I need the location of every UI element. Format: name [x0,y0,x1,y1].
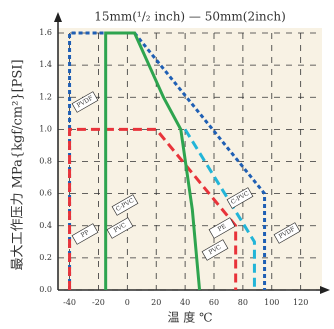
y-tick-label: 0.2 [39,253,52,262]
annotation: PVC [201,239,229,261]
annotation: PE [208,217,236,239]
annotation-text: PE [217,223,228,233]
x-tick-label: -20 [92,298,105,307]
annotation-box [273,222,301,244]
x-tick-label: 20 [151,298,161,307]
x-tick-label: 80 [238,298,248,307]
x-axis-label: 温 度 ℃ [167,310,212,325]
y-tick-label: 0.4 [39,221,52,230]
y-tick-label: 0.8 [39,157,52,166]
x-tick-label: 120 [293,298,308,307]
x-tick-label: 0 [125,298,130,307]
y-arrow [54,12,62,22]
series-line [183,128,256,290]
x-tick-label: -40 [63,298,76,307]
y-tick-label: 1.6 [39,28,52,37]
annotation-text: PP [80,229,90,239]
annotation-box [208,217,236,239]
y-tick-label: 1.4 [39,60,52,69]
x-tick-label: 40 [180,298,190,307]
annotation: PP [71,223,99,245]
series-line [104,31,202,291]
chart-title: 15mm(¹/₂ inch) — 50mm(2inch) [94,10,286,24]
y-tick-label: 1.2 [39,92,52,101]
y-axis-label: 最大工作压力 MPa{kgf/cm²}[PSI] [11,59,26,270]
annotation-box [71,91,99,113]
annotation: PVC [106,217,134,239]
x-arrow [320,286,330,294]
plot-background [58,28,322,290]
annotation-box [106,217,134,239]
annotation-box [226,187,254,209]
y-tick-label: 1.0 [39,124,52,133]
series-line [68,127,238,290]
x-tick-label: 60 [209,298,219,307]
y-tick-label: 0.6 [39,189,52,198]
x-tick-label: 100 [264,298,279,307]
y-tick-label: 0.0 [39,285,52,294]
annotation-box [201,239,229,261]
annotation-box [71,223,99,245]
annotation-box [111,194,139,216]
